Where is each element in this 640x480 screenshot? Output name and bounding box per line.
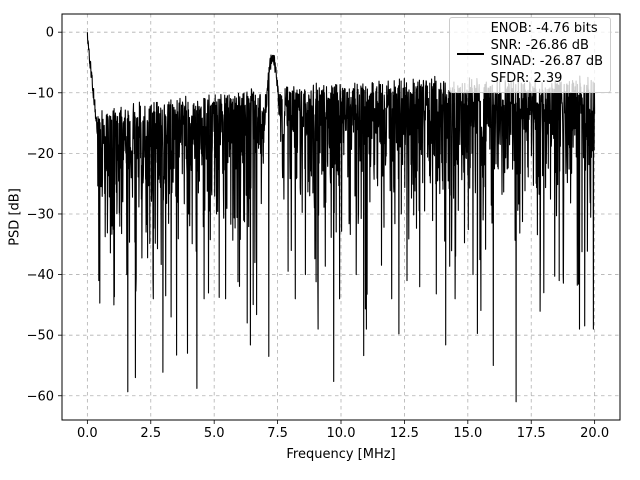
legend: ENOB: -4.76 bits SNR: -26.86 dB SINAD: -… xyxy=(448,17,611,93)
legend-entry-enob: ENOB: -4.76 bits xyxy=(490,21,598,36)
legend-entry-sinad: SINAD: -26.87 dB xyxy=(490,54,603,70)
x-tick-label: 0.0 xyxy=(77,426,98,441)
x-tick-label: 5.0 xyxy=(204,426,225,441)
y-tick-label: −60 xyxy=(27,389,54,404)
gridlines xyxy=(62,14,620,420)
x-tick-label: 7.5 xyxy=(267,426,288,441)
x-tick-label: 2.5 xyxy=(140,426,161,441)
psd-line xyxy=(86,32,596,403)
y-tick-label: −40 xyxy=(27,268,54,283)
x-tick-label: 10.0 xyxy=(327,426,356,441)
x-tick-label: 17.5 xyxy=(517,426,546,441)
y-axis-label: PSD [dB] xyxy=(7,188,23,246)
legend-entry-snr: SNR: -26.86 dB xyxy=(490,37,589,53)
x-tick-label: 12.5 xyxy=(390,426,419,441)
y-tick-label: 0 xyxy=(46,26,54,41)
legend-line-sample xyxy=(456,53,484,56)
x-axis-label: Frequency [MHz] xyxy=(286,447,396,462)
legend-entry-sfdr: SFDR: 2.39 xyxy=(490,70,563,86)
y-tick-label: −20 xyxy=(27,147,54,162)
y-tick-label: −10 xyxy=(27,86,54,101)
x-tick-label: 15.0 xyxy=(453,426,482,441)
legend-labels: ENOB: -4.76 bits SNR: -26.86 dB SINAD: -… xyxy=(491,21,603,88)
x-tick-label: 20.0 xyxy=(580,426,609,441)
y-tick-label: −30 xyxy=(27,207,54,222)
tick-labels: 0.0 2.5 5.0 7.5 10.0 12.5 15.0 17.5 20.0 0 −10 −20 −… xyxy=(27,26,610,441)
y-tick-label: −50 xyxy=(27,329,54,344)
tick-marks xyxy=(58,31,596,424)
